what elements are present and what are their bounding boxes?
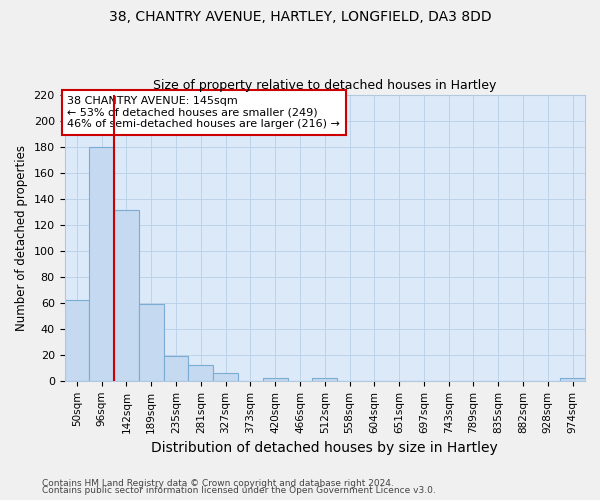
Bar xyxy=(89,146,114,381)
Bar xyxy=(560,378,585,381)
Text: 38, CHANTRY AVENUE, HARTLEY, LONGFIELD, DA3 8DD: 38, CHANTRY AVENUE, HARTLEY, LONGFIELD, … xyxy=(109,10,491,24)
Bar xyxy=(139,304,164,381)
Y-axis label: Number of detached properties: Number of detached properties xyxy=(15,144,28,330)
Title: Size of property relative to detached houses in Hartley: Size of property relative to detached ho… xyxy=(153,79,496,92)
Bar xyxy=(213,373,238,381)
Bar xyxy=(313,378,337,381)
Bar xyxy=(164,356,188,381)
Bar xyxy=(114,210,139,381)
Bar xyxy=(65,300,89,381)
Text: Contains public sector information licensed under the Open Government Licence v3: Contains public sector information licen… xyxy=(42,486,436,495)
Text: 38 CHANTRY AVENUE: 145sqm
← 53% of detached houses are smaller (249)
46% of semi: 38 CHANTRY AVENUE: 145sqm ← 53% of detac… xyxy=(67,96,340,129)
Bar xyxy=(188,365,213,381)
X-axis label: Distribution of detached houses by size in Hartley: Distribution of detached houses by size … xyxy=(151,441,498,455)
Bar xyxy=(263,378,287,381)
Text: Contains HM Land Registry data © Crown copyright and database right 2024.: Contains HM Land Registry data © Crown c… xyxy=(42,478,394,488)
